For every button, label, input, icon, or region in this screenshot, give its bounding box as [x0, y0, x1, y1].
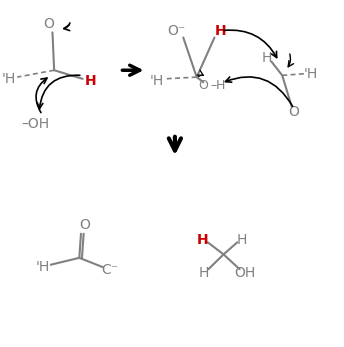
Text: H: H — [85, 74, 97, 87]
Text: O: O — [44, 17, 55, 31]
Text: C⁻: C⁻ — [101, 263, 118, 277]
Text: 'H: 'H — [2, 72, 16, 86]
Text: 'H: 'H — [35, 260, 50, 274]
Text: O: O — [79, 218, 90, 232]
Text: O: O — [198, 79, 208, 92]
Text: O: O — [289, 105, 299, 119]
Text: –: – — [210, 79, 217, 92]
Text: OH: OH — [234, 266, 255, 280]
Text: H: H — [237, 232, 247, 247]
Text: –OH: –OH — [22, 117, 50, 130]
Text: H: H — [198, 266, 208, 280]
Text: O⁻: O⁻ — [168, 24, 186, 37]
Text: H: H — [196, 232, 208, 247]
Text: H: H — [215, 79, 225, 92]
Text: H: H — [214, 24, 226, 37]
Text: H: H — [261, 51, 272, 65]
Text: 'H: 'H — [149, 74, 164, 87]
Text: 'H: 'H — [304, 67, 318, 81]
